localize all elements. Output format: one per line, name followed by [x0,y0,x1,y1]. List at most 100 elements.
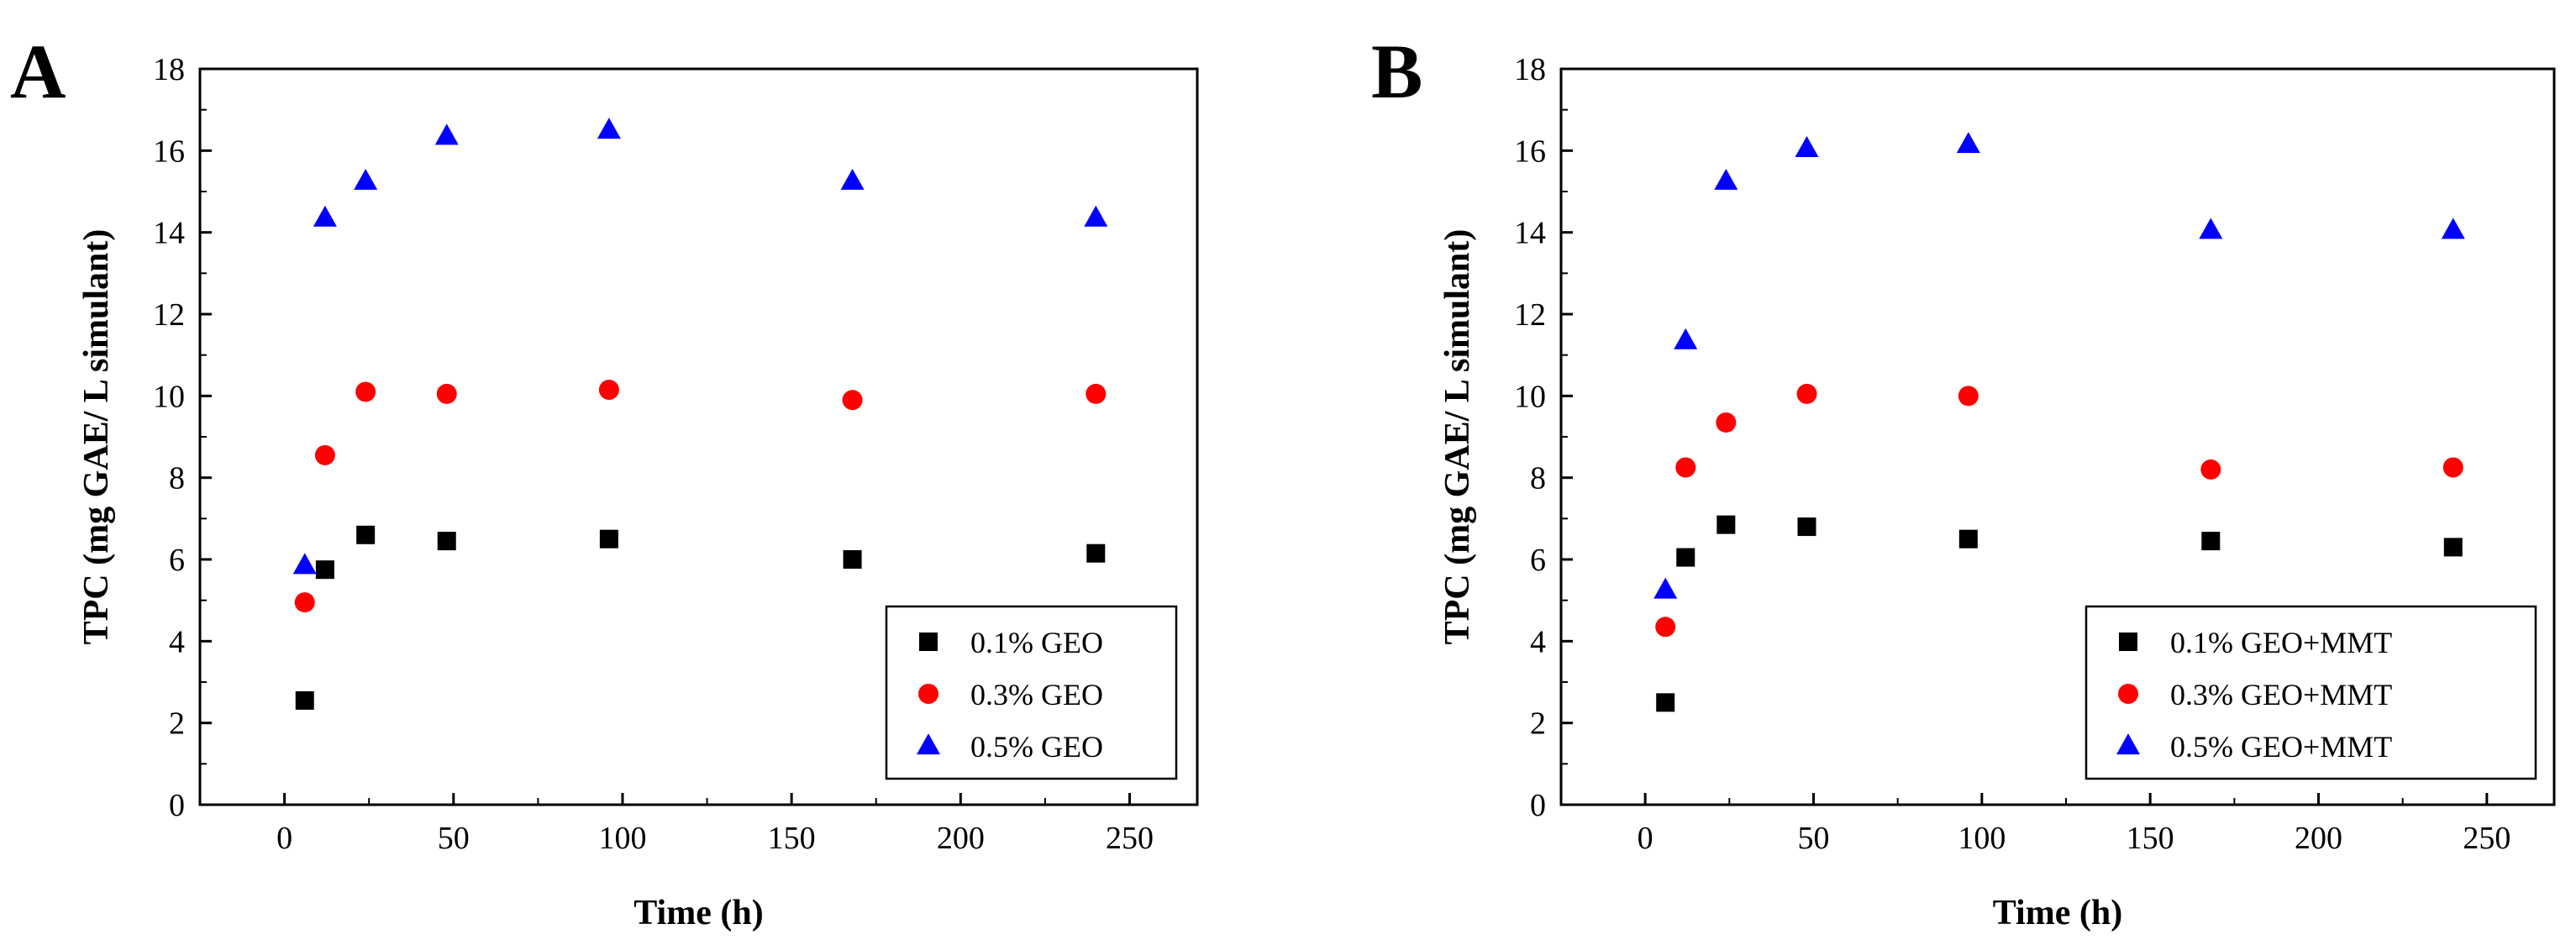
legend-box [2084,605,2537,780]
series-2 [294,380,1107,613]
x-tick-label: 250 [2463,821,2510,856]
y-tick-label: 4 [169,624,185,659]
series-3 [1653,132,2465,599]
data-point [1656,693,1675,712]
data-point [2200,459,2221,480]
data-point [1086,543,1106,563]
data-point [314,444,335,465]
legend-marker [2116,733,2140,755]
y-tick-label: 2 [1530,706,1546,742]
y-tick-label: 0 [1530,788,1546,823]
legend-marker [2118,684,2138,704]
y-tick-label: 2 [169,706,185,742]
data-point [1675,457,1696,478]
y-tick-label: 0 [169,788,185,823]
chart-panel-b: B 0 50 100 150 200 250 0 2 4 6 8 10 12 14 16 18 Time (h) T… [1371,29,2556,932]
data-point [313,205,337,227]
data-point [2201,532,2221,551]
data-point [437,532,456,551]
data-point [434,123,459,145]
x-tick-label: 150 [768,821,816,856]
data-point [294,592,315,613]
y-tick-label: 12 [153,297,185,333]
legend-marker [917,733,940,755]
legend-marker [2119,633,2137,651]
x-tick-label: 200 [937,821,985,856]
x-tick-label: 50 [438,821,470,856]
data-point [1716,515,1736,534]
series-2 [1655,383,2463,638]
data-point [295,690,314,710]
y-tick-label: 16 [1514,134,1546,169]
data-point [315,560,334,580]
y-tick-label: 6 [169,543,185,578]
legend-label: 0.3% GEO [970,678,1103,711]
data-point [840,168,865,190]
y-tick-label: 16 [153,134,185,169]
data-point [356,525,376,544]
data-point [355,381,376,402]
legend-label: 0.3% GEO+MMT [2170,678,2392,711]
data-point [1958,386,1979,407]
y-axis-title: TPC (mg GAE/ L simulant) [77,229,116,645]
data-point [1796,383,1817,404]
x-tick-label: 50 [1798,821,1830,856]
series-3 [292,118,1108,575]
x-tick-label: 250 [1106,821,1154,856]
y-tick-label: 8 [1530,461,1546,496]
data-point [436,383,457,404]
data-point [2442,457,2463,478]
data-point [1674,328,1698,349]
panel-letter: A [10,29,66,114]
data-point [1653,577,1678,599]
data-point [597,118,621,139]
data-point [2199,218,2223,239]
data-point [1084,205,1108,227]
legend-marker [919,633,938,651]
x-tick-label: 0 [1638,821,1653,856]
data-point [1655,617,1676,638]
legend: 0.1% GEO 0.3% GEO 0.5% GEO [885,605,1178,780]
data-point [2443,538,2463,557]
data-point [599,529,618,549]
y-tick-label: 18 [153,52,185,87]
data-point [354,168,378,190]
y-tick-label: 8 [169,461,185,496]
legend-label: 0.1% GEO+MMT [2170,626,2392,659]
x-axis-title: Time (h) [633,894,763,932]
x-tick-label: 200 [2295,821,2342,856]
data-point [1795,136,1819,157]
y-tick-label: 6 [1530,543,1546,578]
panel-letter: B [1371,29,1422,114]
data-point [2441,218,2465,239]
y-tick-label: 14 [153,216,185,251]
data-point [1958,529,1978,549]
y-tick-label: 10 [153,379,185,414]
legend-label: 0.1% GEO [970,626,1103,659]
data-point [1676,548,1695,567]
legend-label: 0.5% GEO+MMT [2170,730,2392,764]
series-1 [1656,515,2463,712]
series-1 [295,525,1106,710]
data-point [292,553,317,575]
data-point [1086,383,1107,404]
y-axis-title: TPC (mg GAE/ L simulant) [1438,229,1477,645]
x-tick-label: 100 [1958,821,2006,856]
data-point [1956,132,1980,154]
chart-panel-a: A 0 50 100 150 200 250 0 2 4 6 8 10 12 14 16 18 Time (h) T… [10,29,1199,932]
y-tick-label: 12 [1514,297,1546,333]
x-tick-label: 0 [276,821,292,856]
data-point [1714,168,1738,190]
data-point [842,390,863,411]
y-tick-label: 18 [1514,52,1546,87]
legend-marker [918,684,938,704]
y-tick-label: 4 [1530,624,1546,659]
y-tick-label: 14 [1514,216,1546,251]
y-tick-label: 10 [1514,379,1546,414]
data-point [598,380,619,401]
x-axis-title: Time (h) [1993,894,2122,932]
x-tick-label: 100 [598,821,646,856]
data-point [1716,412,1737,433]
legend-label: 0.5% GEO [970,730,1103,764]
